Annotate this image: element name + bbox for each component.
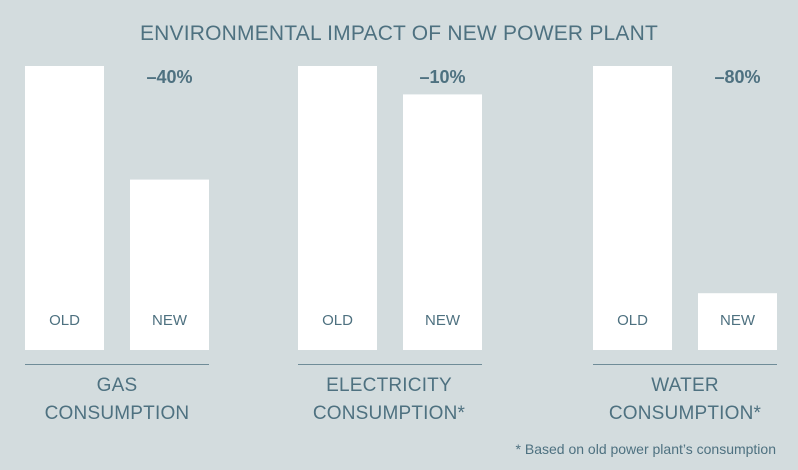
change-percent-label: –40% [146,67,192,87]
bar-new [698,293,777,350]
group-label-water: WATER CONSUMPTION* [555,372,798,428]
group-label-line2: CONSUMPTION* [312,403,466,424]
group-label-line1: GAS [96,375,138,396]
bar-label: NEW [720,312,756,329]
bar-old [593,66,672,350]
change-percent-label: –10% [419,67,465,87]
group-label-line1: WATER [651,375,719,396]
footnote: * Based on old power plant’s consumption [515,441,776,457]
group-label-line2: CONSUMPTION* [608,403,762,424]
bar-new [403,94,482,351]
bar-label: OLD [617,312,648,329]
bar-label: OLD [322,312,353,329]
bar-old [298,66,377,350]
bar-new [130,179,209,350]
group-label-electricity: ELECTRICITY CONSUMPTION* [259,372,519,428]
bar-old [25,66,104,350]
group-label-gas: GAS CONSUMPTION [0,372,247,428]
bar-label: OLD [49,312,80,329]
change-percent-label: –80% [714,67,760,87]
bar-label: NEW [152,312,188,329]
bar-chart: OLD NEW –40% OLD NEW –10% OLD NEW –80% [25,66,777,365]
chart-title: ENVIRONMENTAL IMPACT OF NEW POWER PLANT [139,22,659,45]
group-label-line2: CONSUMPTION [44,403,190,424]
bar-label: NEW [425,312,461,329]
group-label-line1: ELECTRICITY [326,375,452,396]
